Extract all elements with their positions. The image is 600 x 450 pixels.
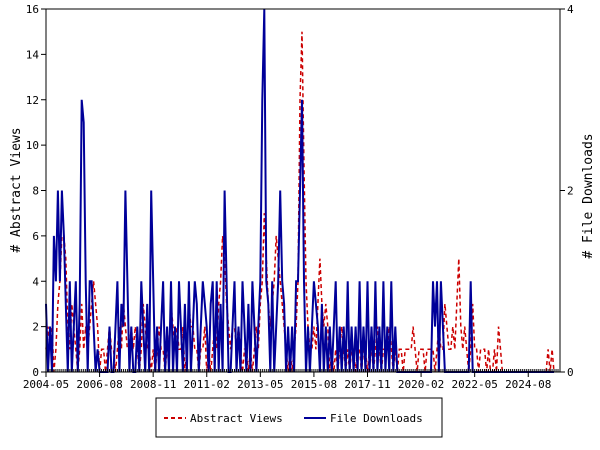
y-left-tick-label: 16 xyxy=(26,3,39,16)
x-tick-label: 2022-05 xyxy=(451,378,497,391)
legend-label-file-downloads: File Downloads xyxy=(330,412,423,425)
x-tick-label: 2006-08 xyxy=(76,378,122,391)
x-tick-label: 2024-08 xyxy=(505,378,551,391)
y-right-tick-label: 0 xyxy=(567,366,574,379)
x-tick-label: 2015-08 xyxy=(291,378,337,391)
x-tick-label: 2017-11 xyxy=(344,378,390,391)
y-left-tick-label: 8 xyxy=(32,185,39,198)
legend: Abstract Views File Downloads xyxy=(155,397,443,438)
y-left-tick-label: 12 xyxy=(26,94,39,107)
y-right-axis-title: # File Downloads xyxy=(581,133,596,258)
y-left-tick-label: 6 xyxy=(32,230,39,243)
y-right-tick-label: 4 xyxy=(567,3,574,16)
axis-ticks: 2004-05 2006-08 2008-11 2011-02 2013-05 2015-… xyxy=(23,3,574,391)
x-tick-label: 2020-02 xyxy=(398,378,444,391)
legend-label-abstract-views: Abstract Views xyxy=(190,412,283,425)
y-left-tick-label: 0 xyxy=(32,366,39,379)
y-right-tick-label: 2 xyxy=(567,185,574,198)
series-line-file-downloads xyxy=(45,8,554,373)
y-left-tick-label: 4 xyxy=(32,275,39,288)
x-tick-label: 2004-05 xyxy=(23,378,69,391)
plot-series xyxy=(45,8,555,373)
x-tick-label: 2008-11 xyxy=(130,378,176,391)
y-left-tick-label: 10 xyxy=(26,139,39,152)
legend-box xyxy=(155,397,443,438)
y-left-tick-label: 14 xyxy=(26,48,40,61)
y-left-axis-title: # Abstract Views xyxy=(9,127,24,252)
x-tick-label: 2013-05 xyxy=(237,378,283,391)
y-left-tick-label: 2 xyxy=(32,321,39,334)
x-tick-label: 2011-02 xyxy=(184,378,230,391)
